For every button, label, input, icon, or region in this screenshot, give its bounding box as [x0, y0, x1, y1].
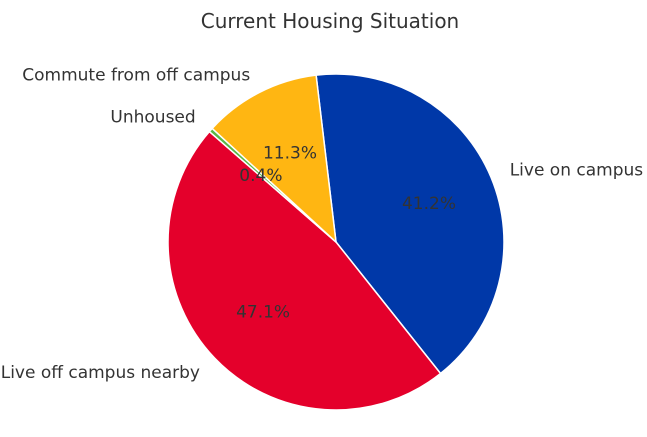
pie-slice-commute-from-off-campus [211, 74, 337, 243]
pie-slice-live-off-campus-nearby [167, 130, 442, 411]
pie-labels: Live on campus 41.2% Live off campus nearb… [1, 66, 644, 383]
pie-slices [167, 73, 505, 411]
slice-label-commute-from-off-campus: Commute from off campus [22, 66, 250, 86]
slice-percentage-commute-from-off-campus: 11.3% [263, 143, 317, 163]
slice-percentage-unhoused: 0.4% [239, 166, 282, 186]
slice-label-live-on-campus: Live on campus [510, 161, 644, 181]
slice-label-unhoused: Unhoused [110, 108, 195, 128]
chart-title: Current Housing Situation [201, 9, 459, 33]
slice-percentage-live-on-campus: 41.2% [402, 194, 456, 214]
slice-percentage-live-off-campus-nearby: 47.1% [236, 303, 290, 323]
slice-label-live-off-campus-nearby: Live off campus nearby [1, 363, 200, 383]
pie-slice-live-on-campus [315, 73, 505, 375]
